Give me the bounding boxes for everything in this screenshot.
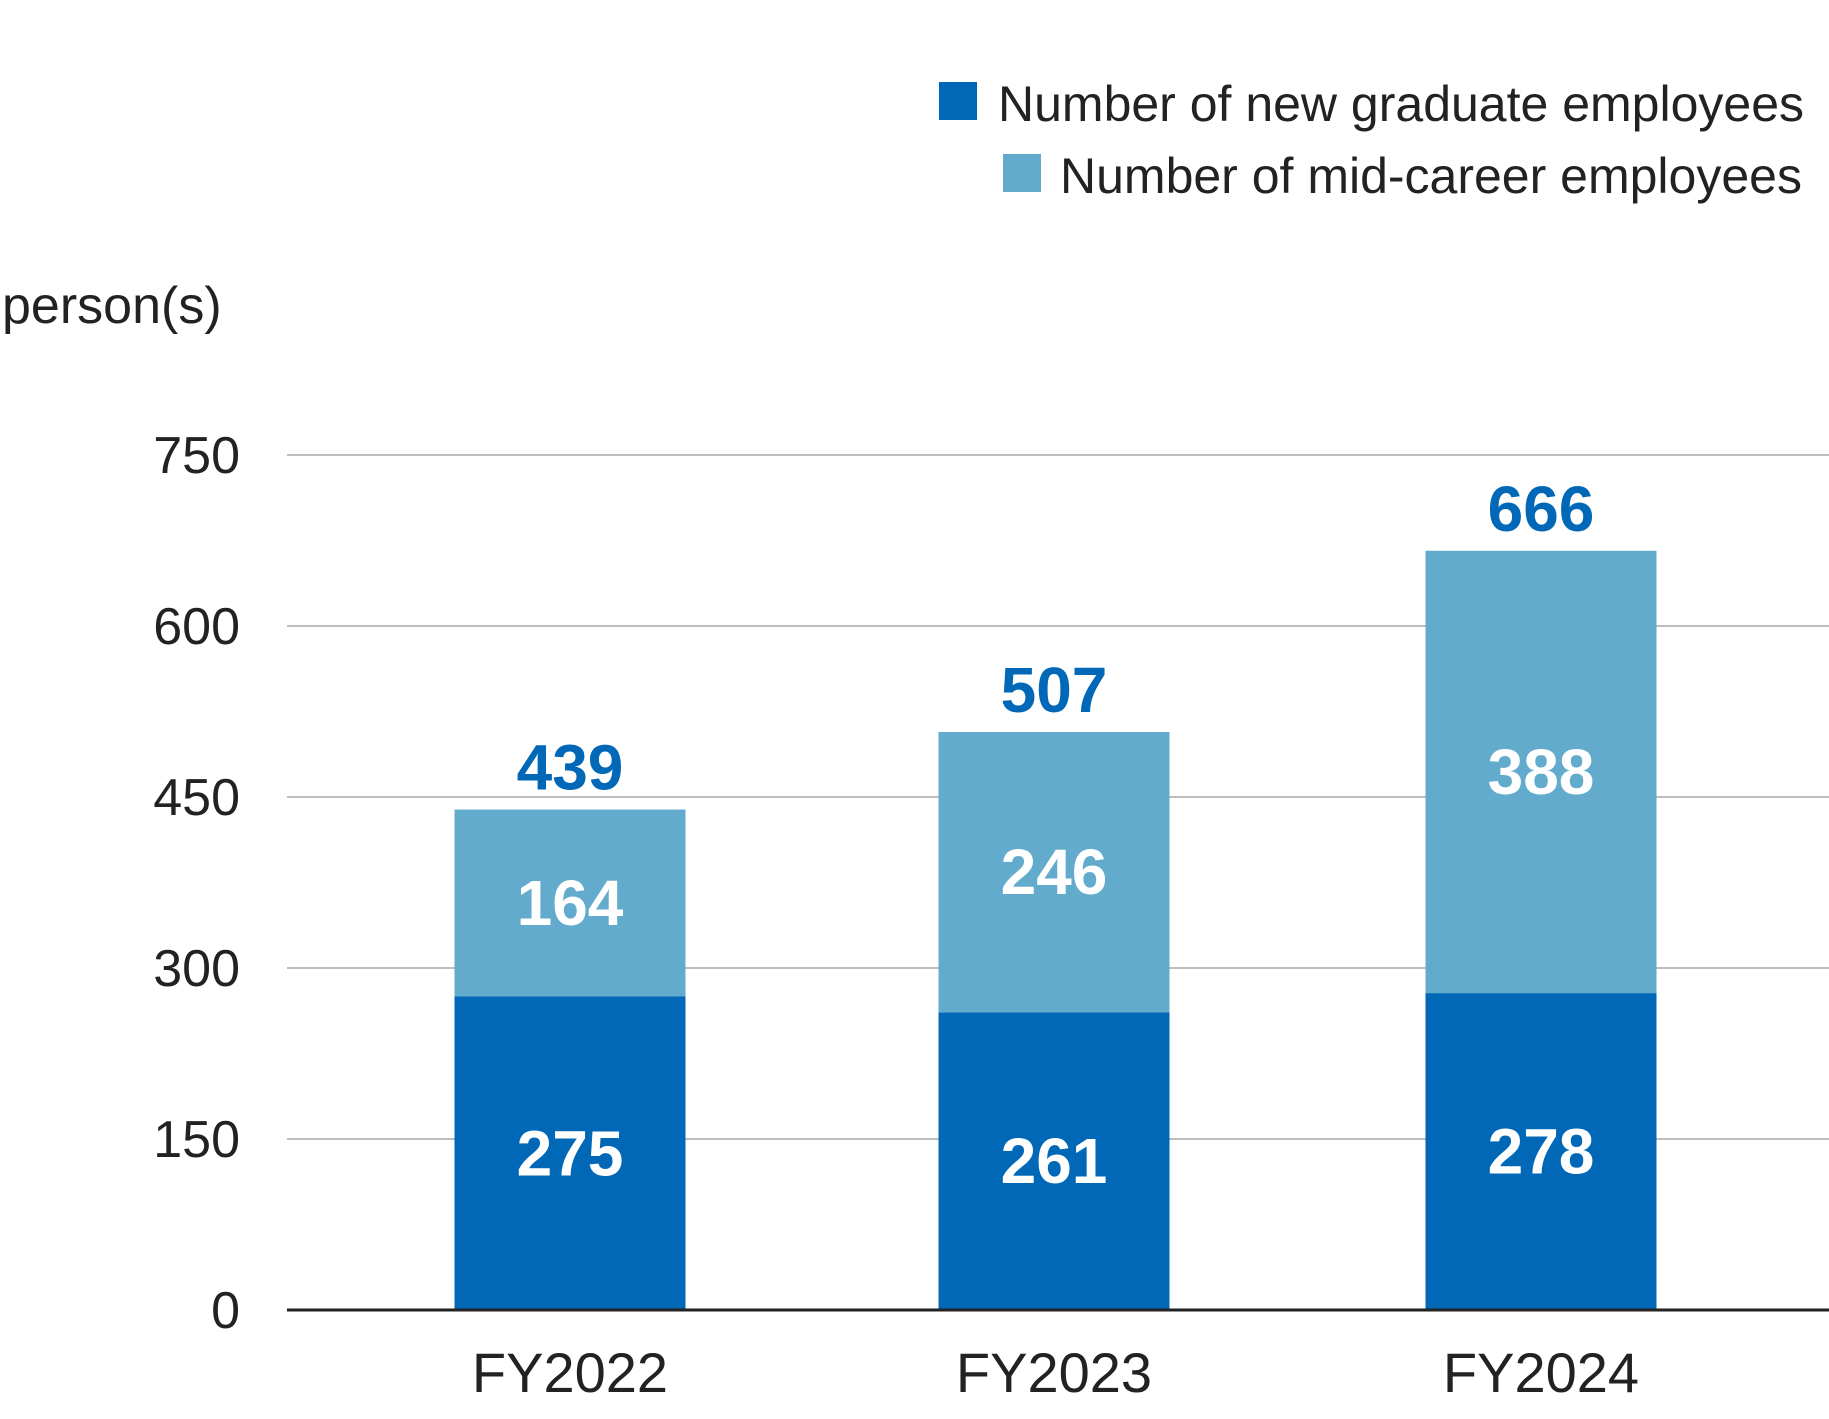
segment-value-label: 388 [1488, 736, 1595, 808]
segment-value-label: 246 [1001, 836, 1108, 908]
total-value-label: 666 [1488, 473, 1595, 545]
y-tick-label: 450 [153, 769, 240, 827]
y-tick-label: 0 [211, 1282, 240, 1340]
bar-segment-new-graduate-fy2024 [1425, 993, 1657, 1310]
segment-value-label: 275 [517, 1117, 624, 1189]
legend-label-new-graduate: Number of new graduate employees [998, 76, 1804, 132]
segment-value-label: 261 [1001, 1125, 1108, 1197]
x-category-label: FY2023 [956, 1341, 1152, 1404]
y-axis-unit-label: person(s) [2, 277, 222, 335]
legend-swatch-new-graduate [939, 82, 977, 120]
bar-segment-new-graduate-fy2022 [454, 996, 686, 1310]
legend-label-mid-career: Number of mid-career employees [1060, 148, 1802, 204]
x-category-label: FY2024 [1443, 1341, 1639, 1404]
bar-segment-mid-career-fy2023 [938, 732, 1170, 1013]
bar-segment-new-graduate-fy2023 [938, 1012, 1170, 1310]
legend-swatch-mid-career [1003, 154, 1041, 192]
y-tick-label: 300 [153, 940, 240, 998]
x-category-label: FY2022 [472, 1341, 668, 1404]
bars [454, 550, 1657, 1310]
total-value-label: 439 [517, 732, 624, 804]
labels: 275 164 439 261 246 507 278 388 666 [517, 473, 1595, 1197]
segment-value-label: 164 [517, 867, 624, 939]
bar-segment-mid-career-fy2024 [1425, 550, 1657, 994]
total-value-label: 507 [1001, 654, 1108, 726]
y-tick-label: 750 [153, 427, 240, 485]
bar-segment-mid-career-fy2022 [454, 809, 686, 997]
legend: Number of new graduate employees Number o… [939, 76, 1804, 204]
y-tick-label: 150 [153, 1111, 240, 1169]
y-tick-label: 600 [153, 598, 240, 656]
segment-value-label: 278 [1488, 1116, 1595, 1188]
axes: 0 150 300 450 600 750 FY2022 FY2023 FY2024 [153, 427, 1829, 1404]
